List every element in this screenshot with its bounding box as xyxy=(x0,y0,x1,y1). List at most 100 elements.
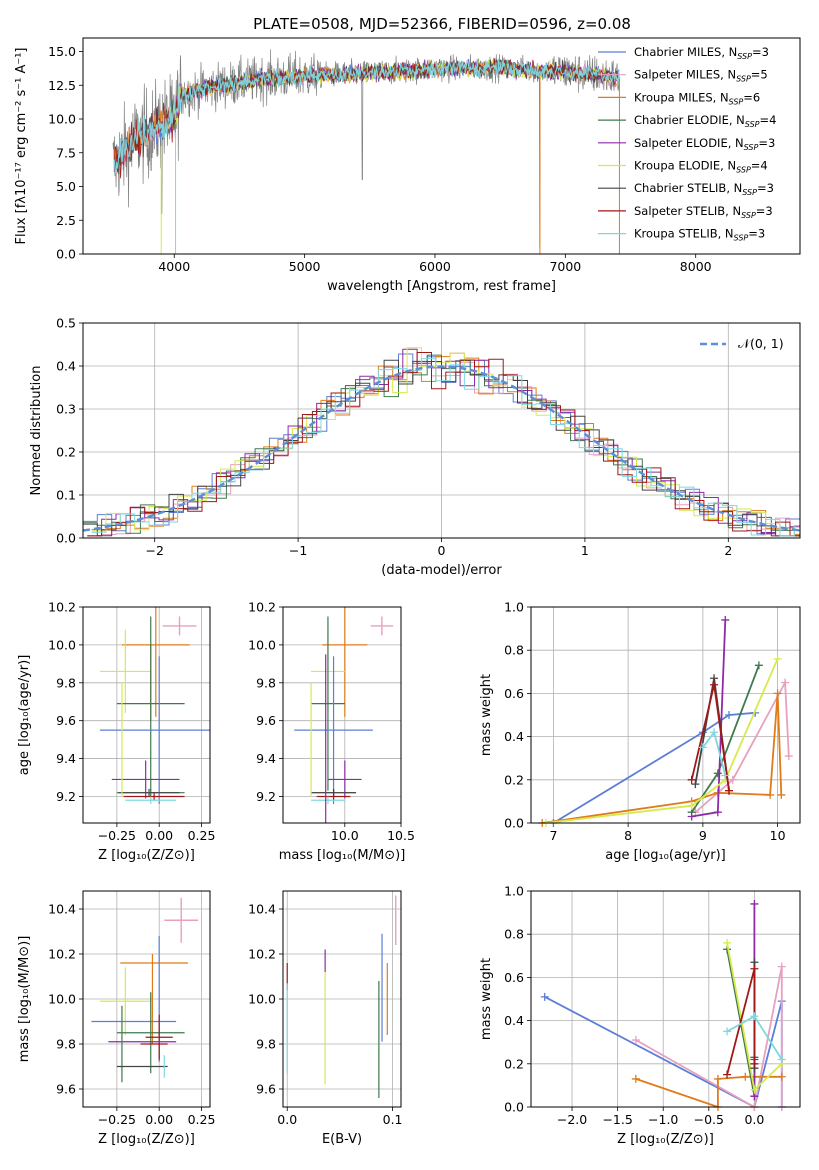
residual-histogram-krou-stelib xyxy=(91,358,800,537)
y-tick-label: 0.2 xyxy=(504,772,524,787)
weight-marker xyxy=(710,680,719,689)
y-tick-label: 9.6 xyxy=(56,713,76,728)
weight-marker xyxy=(754,661,763,670)
y-tick-label: 10.0 xyxy=(248,992,276,1007)
weight-marker xyxy=(713,769,722,778)
weight-marker xyxy=(750,1059,759,1068)
x-tick-label: −2.0 xyxy=(557,1112,587,1127)
weight-marker xyxy=(725,786,734,795)
weight-vs-metallicity-panel: −2.0 −1.5 −1.0 −0.5 0.0 0.0 0.2 0.4 0.6 0.8 1.0 Z [… xyxy=(479,884,801,1147)
x-axis-label: E(B-V) xyxy=(322,1132,362,1147)
weight-marker xyxy=(728,775,737,784)
weight-marker xyxy=(713,1074,722,1083)
y-tick-label: 15.0 xyxy=(48,44,76,59)
y-tick-label: 10.2 xyxy=(48,600,76,615)
x-tick-label: 4000 xyxy=(158,259,190,274)
y-tick-label: 0.8 xyxy=(504,927,524,942)
legend-label: Kroupa ELODIE, NSSP=4 xyxy=(634,159,768,175)
x-axis-label: (data-model)/error xyxy=(381,563,502,578)
axes-frame xyxy=(530,890,801,1108)
x-axis-label: Z [log₁₀(Z/Z⊙)] xyxy=(98,1132,195,1147)
legend-label: Salpeter MILES, NSSP=5 xyxy=(634,68,768,84)
x-tick-label: 10 xyxy=(770,828,786,843)
y-tick-label: 10.4 xyxy=(48,902,76,917)
weight-marker xyxy=(725,711,734,719)
y-tick-label: 9.8 xyxy=(56,675,76,690)
y-tick-label: 9.4 xyxy=(56,751,76,766)
y-tick-label: 10.2 xyxy=(248,600,276,615)
x-tick-label: 1 xyxy=(581,543,589,558)
residual-histogram-krou-elodie xyxy=(91,347,800,537)
weight-marker xyxy=(687,775,696,784)
x-tick-label: 0.0 xyxy=(277,1112,297,1127)
y-tick-label: 10.0 xyxy=(248,637,276,652)
weight-marker xyxy=(687,801,696,810)
weight-marker xyxy=(750,899,759,908)
spectrum-title: PLATE=0508, MJD=52366, FIBERID=0596, z=0… xyxy=(253,15,631,33)
x-axis-label: Z [log₁₀(Z/Z⊙)] xyxy=(617,1132,714,1147)
weight-marker xyxy=(766,790,775,799)
axes-frame xyxy=(530,606,801,824)
y-axis-label: Normed distribution xyxy=(29,366,44,496)
y-tick-label: 0.6 xyxy=(504,970,524,985)
y-tick-label: 10.0 xyxy=(48,112,76,127)
weight-line-salp-miles xyxy=(694,679,790,813)
legend-label: Chabrier ELODIE, NSSP=4 xyxy=(634,113,776,129)
weight-marker xyxy=(540,992,549,1001)
weight-marker xyxy=(723,1070,732,1079)
weight-marker xyxy=(698,743,707,752)
y-tick-label: 1.0 xyxy=(504,600,524,615)
y-tick-label: 9.8 xyxy=(56,1037,76,1052)
weight-marker xyxy=(691,780,700,789)
weight-line-krou-elodie xyxy=(545,658,779,823)
y-tick-label: 5.0 xyxy=(56,179,76,194)
model-line-salp-elodie xyxy=(160,58,620,134)
axes-frame xyxy=(282,890,402,1108)
y-tick-label: 1.0 xyxy=(504,884,524,899)
y-tick-label: 0.4 xyxy=(504,729,524,744)
legend-label: Chabrier MILES, NSSP=3 xyxy=(634,45,769,61)
legend-label: Kroupa STELIB, NSSP=3 xyxy=(634,227,765,243)
legend-label: Chabrier STELIB, NSSP=3 xyxy=(634,181,774,197)
legend-label: 𝒩(0, 1) xyxy=(738,336,784,351)
weight-marker xyxy=(781,678,790,687)
y-tick-label: 9.2 xyxy=(256,789,276,804)
x-tick-label: 7000 xyxy=(549,259,581,274)
weight-marker xyxy=(721,615,730,624)
model-line-krou-stelib xyxy=(113,58,621,175)
mass-vs-ebv-panel: 0.0 0.1 9.6 9.8 10.0 10.2 10.4 E(B-V) xyxy=(248,890,403,1147)
x-axis-label: mass [log₁₀(M/M⊙)] xyxy=(279,848,406,863)
x-axis-label: age [log₁₀(age/yr)] xyxy=(605,848,726,863)
y-tick-label: 10.4 xyxy=(248,902,276,917)
y-tick-label: 2.5 xyxy=(56,213,76,228)
y-tick-label: 9.6 xyxy=(56,1082,76,1097)
weight-marker xyxy=(723,938,732,947)
legend-label: Kroupa MILES, NSSP=6 xyxy=(634,90,760,106)
y-tick-label: 0.0 xyxy=(56,531,76,546)
y-tick-label: 0.8 xyxy=(504,643,524,658)
weight-marker xyxy=(777,1072,786,1081)
y-tick-label: 0.0 xyxy=(56,247,76,262)
y-tick-label: 0.0 xyxy=(504,1100,524,1115)
y-axis-label: age [log₁₀(age/yr)] xyxy=(17,655,32,776)
x-tick-label: −0.25 xyxy=(98,1112,136,1127)
weight-marker xyxy=(784,752,793,761)
mass-vs-metallicity-panel: −0.25 0.00 0.25 9.6 9.8 10.0 10.2 10.4 Z [log₁₀(… xyxy=(17,890,215,1147)
weight-marker xyxy=(631,1036,640,1045)
x-tick-label: 0.1 xyxy=(383,1112,403,1127)
axes-frame xyxy=(82,37,801,255)
x-tick-label: 0.00 xyxy=(145,828,173,843)
y-tick-label: 0.6 xyxy=(504,686,524,701)
weight-marker xyxy=(750,1085,759,1094)
weight-line-krou-miles xyxy=(542,693,783,823)
legend-label: Salpeter ELODIE, NSSP=3 xyxy=(634,136,775,152)
y-tick-label: 12.5 xyxy=(48,78,76,93)
axes-frame xyxy=(82,322,801,539)
weight-marker xyxy=(741,1072,750,1081)
y-tick-label: 9.2 xyxy=(56,789,76,804)
x-tick-label: −1 xyxy=(289,543,307,558)
y-tick-label: 0.1 xyxy=(56,488,76,503)
weight-line-chab-miles xyxy=(552,711,756,823)
x-tick-label: 0.00 xyxy=(145,1112,173,1127)
